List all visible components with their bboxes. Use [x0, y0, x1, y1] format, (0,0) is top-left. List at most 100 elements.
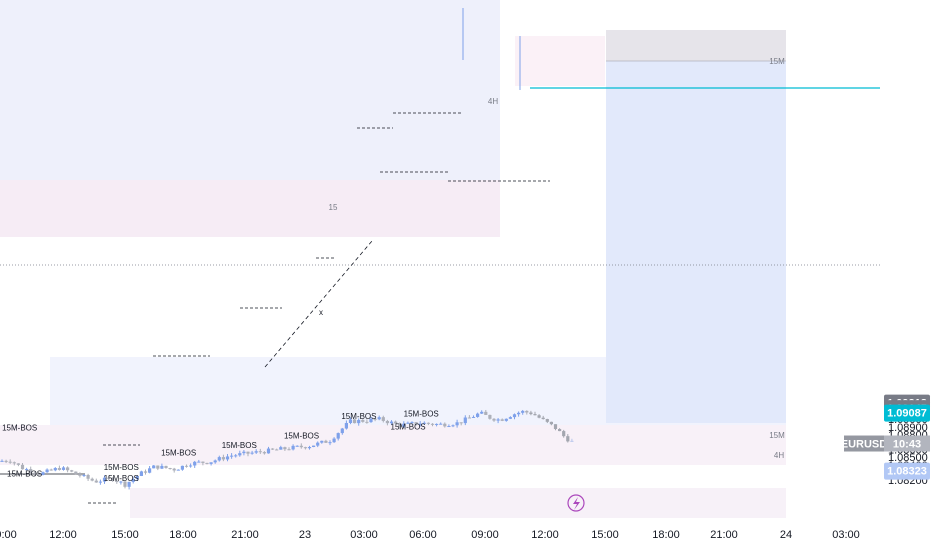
bos-label: 15M-BOS: [391, 423, 426, 432]
candle: [201, 461, 205, 466]
candle: [517, 411, 521, 417]
time-axis-bg: [0, 518, 932, 550]
time-tick-label: 15:00: [111, 529, 139, 541]
time-tick-label: 23: [299, 529, 311, 541]
candle-body: [414, 422, 418, 425]
lines-layer: [0, 87, 880, 504]
candle-body: [20, 464, 25, 470]
bos-label: 15M-BOS: [104, 474, 139, 483]
price-tick-label: 1.08900: [888, 422, 928, 434]
candle: [66, 466, 70, 473]
bos-label: 15M-BOS: [222, 441, 257, 450]
candle: [20, 463, 25, 470]
time-tick-label: 21:00: [710, 529, 738, 541]
candle-body: [45, 469, 49, 473]
zone-upper-left-inner: [0, 180, 500, 237]
candle-body: [398, 423, 402, 427]
candle-body: [484, 411, 488, 415]
candle: [90, 477, 94, 482]
candle: [525, 410, 529, 415]
candle: [262, 451, 266, 455]
candle-body: [385, 420, 389, 424]
candle-body: [328, 442, 332, 444]
candle-body: [439, 423, 443, 425]
candle: [57, 465, 61, 471]
candle-body: [123, 481, 127, 487]
candle: [107, 475, 111, 480]
candle-body: [184, 465, 189, 467]
candle-body: [426, 422, 430, 424]
candle: [537, 414, 541, 419]
candle: [279, 445, 283, 450]
candle-body: [537, 415, 541, 418]
candle: [78, 472, 82, 478]
symbol-badge-text: EURUSD: [841, 439, 888, 451]
candle-body: [119, 481, 123, 483]
candle-body: [266, 448, 271, 454]
candle: [172, 467, 176, 473]
candle: [8, 459, 12, 464]
candle: [111, 477, 115, 482]
candle: [480, 410, 484, 415]
candle: [369, 416, 373, 423]
candle-body: [303, 447, 307, 449]
candle-body: [66, 467, 70, 471]
candle: [558, 428, 562, 432]
candle-body: [496, 419, 500, 421]
candle: [463, 415, 467, 426]
candle-body: [541, 417, 545, 420]
candle: [225, 454, 230, 462]
candle-body: [471, 416, 476, 418]
candle-body: [127, 481, 131, 487]
bos-label: 15M-BOS: [2, 423, 37, 432]
cross-marker: x: [319, 308, 323, 317]
candle: [545, 418, 549, 424]
candle-body: [324, 440, 328, 443]
bos-label: 15M-BOS: [284, 432, 319, 441]
candle: [467, 415, 471, 419]
candle: [324, 439, 328, 443]
candle-body: [459, 422, 463, 424]
candle-body: [287, 449, 291, 451]
candle: [529, 410, 533, 416]
candle-body: [90, 478, 94, 481]
candle-body: [500, 419, 504, 421]
candle: [143, 469, 148, 475]
candle: [180, 465, 184, 471]
candle: [29, 466, 33, 476]
candle: [504, 418, 508, 422]
candle: [336, 432, 340, 441]
candle-body: [29, 469, 33, 473]
candle: [541, 415, 545, 420]
candle: [410, 421, 414, 424]
candle-body: [521, 410, 525, 413]
candle-body: [205, 462, 209, 464]
candle: [361, 419, 365, 423]
candle-body: [295, 445, 299, 447]
candle: [553, 424, 558, 431]
candle-body: [336, 433, 340, 439]
candle-body: [271, 448, 275, 450]
candle-body: [111, 477, 115, 481]
candle-body: [357, 420, 361, 424]
candle: [312, 445, 316, 448]
candle-body: [246, 451, 250, 454]
candle: [271, 448, 275, 451]
candle: [435, 423, 439, 427]
candle: [287, 447, 291, 451]
candle: [500, 418, 504, 422]
candle: [45, 468, 49, 473]
candle: [258, 448, 262, 455]
candle-body: [529, 412, 533, 415]
candle-body: [525, 410, 529, 413]
candle-body: [12, 462, 16, 464]
candle: [152, 465, 156, 469]
candle-body: [406, 422, 410, 424]
candle: [131, 476, 135, 484]
candle: [61, 466, 66, 471]
candle-body: [348, 419, 353, 423]
price-axis-bg: [880, 0, 932, 550]
candle: [168, 467, 172, 470]
candle: [443, 422, 447, 428]
